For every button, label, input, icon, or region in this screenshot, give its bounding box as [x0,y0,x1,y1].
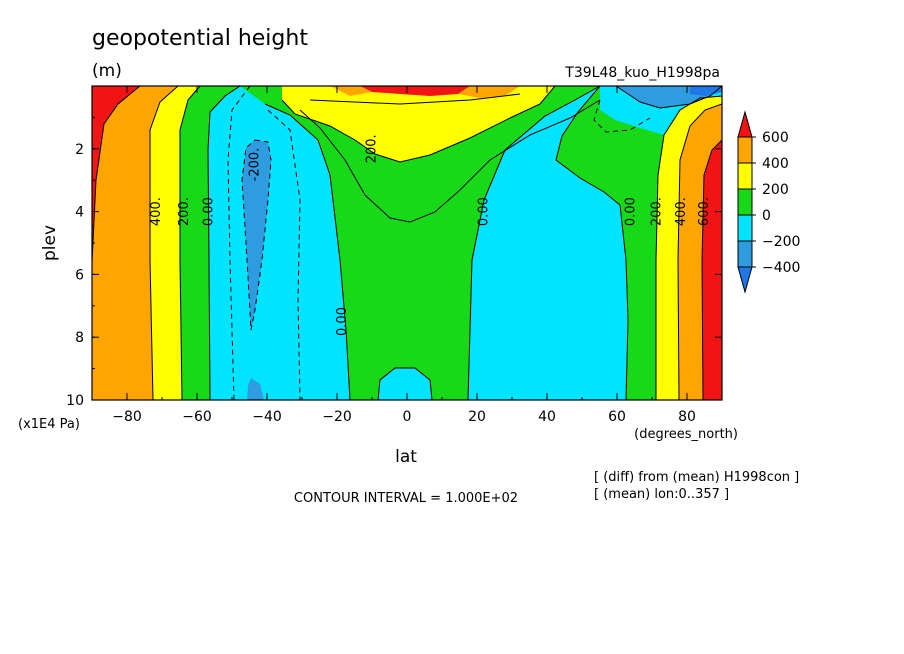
contour-line [207,86,241,400]
note-mean: [ (mean) lon:0..357 ] [594,487,729,502]
contour-line [92,86,141,263]
colorbar-segment [737,214,753,242]
contour-label: 400. [149,197,164,226]
band-north-darkblue-top [690,86,722,96]
contour-line-dashed [227,86,251,400]
y-tick-label: 10 [66,393,84,409]
x-tick-label: −80 [112,409,142,425]
contour-line [655,95,722,400]
colorbar-label: −200 [762,234,800,250]
x-unit-label: (degrees_north) [634,427,738,442]
contour-line-dashed [267,109,301,400]
contour-line [677,103,722,400]
colorbar-segment [737,136,753,164]
contour-label: -200. [247,148,262,182]
contour-line [299,99,601,223]
contour-label: 0.00 [624,197,639,226]
contour-labels: 400. 200. 0.00 -200. 200. 0.00 0.00 0.00 200. 400… [149,134,712,336]
band-north-red [702,140,722,400]
band-south-orange [92,86,178,400]
contour-line [281,86,556,163]
y-tick-label: 2 [75,142,84,158]
colorbar-segment [737,240,753,268]
contour-label: 0.00 [477,197,492,226]
contour-line [179,86,201,400]
note-diff: [ (diff) from (mean) H1998con ] [594,470,799,485]
contour-label: 400. [674,197,689,226]
contour-line [309,93,521,105]
x-tick-label: 40 [538,409,556,425]
band-top-red [360,86,470,96]
contour-label: 200. [650,197,665,226]
colorbar-arrow-bottom [737,266,753,294]
contour-line [615,86,722,109]
contour-line-dashed [241,139,272,331]
contour-label: 0.00 [335,307,350,336]
contour-line [149,86,179,400]
band-south-red [92,86,140,262]
x-tick-label: −60 [182,409,212,425]
x-tick-label: −40 [252,409,282,425]
x-tick-label: 80 [678,409,696,425]
colorbar-label: 400 [762,156,789,172]
chart-title: geopotential height [92,26,308,51]
band-center-green [240,86,600,400]
colorbar-segment [737,188,753,216]
x-tick-label: −20 [322,409,352,425]
colorbar-label: 200 [762,182,789,198]
y-axis: 2 4 6 8 10 [66,116,722,409]
contour-fill [92,86,722,400]
colorbar: 600 400 200 0 −200 −400 [737,110,800,294]
y-tick-label: 6 [75,267,84,283]
contour-interval-text: CONTOUR INTERVAL = 1.000E+02 [294,491,518,506]
colorbar-arrow-top [737,110,753,138]
y-tick-label: 4 [75,205,84,221]
y-unit-label: (x1E4 Pa) [18,417,80,432]
y-axis-label: plev [40,225,60,261]
contour-label: 600. [697,197,712,226]
units-label: (m) [92,61,122,81]
contour-lines [92,86,722,400]
x-tick-label: 20 [468,409,486,425]
y-tick-label: 8 [75,330,84,346]
contour-line [377,367,433,400]
contour-label: 200. [365,134,380,163]
band-top-yellow [282,86,555,162]
band-south-blue-tongue [242,140,271,330]
contour-label: 200. [177,197,192,226]
contour-line [467,86,601,400]
band-equator-cyan [378,368,432,400]
x-tick-label: 0 [403,409,412,425]
contour-line [555,86,629,400]
x-axis-label: lat [395,447,417,467]
x-axis: −80 −60 −40 −20 0 20 40 60 80 [91,86,723,425]
band-south-blue-bottom [247,378,264,400]
band-top-orange-2 [458,86,520,98]
contour-line [701,139,722,400]
contour-line [264,103,351,400]
contour-label: 0.00 [202,197,217,226]
colorbar-label: 0 [762,208,771,224]
x-tick-label: 60 [608,409,626,425]
contour-line-dashed [593,99,651,133]
band-top-orange-1 [330,86,372,96]
colorbar-label: −400 [762,260,800,276]
colorbar-segment [737,162,753,190]
colorbar-label: 600 [762,130,789,146]
experiment-label: T39L48_kuo_H1998pa [564,65,720,81]
